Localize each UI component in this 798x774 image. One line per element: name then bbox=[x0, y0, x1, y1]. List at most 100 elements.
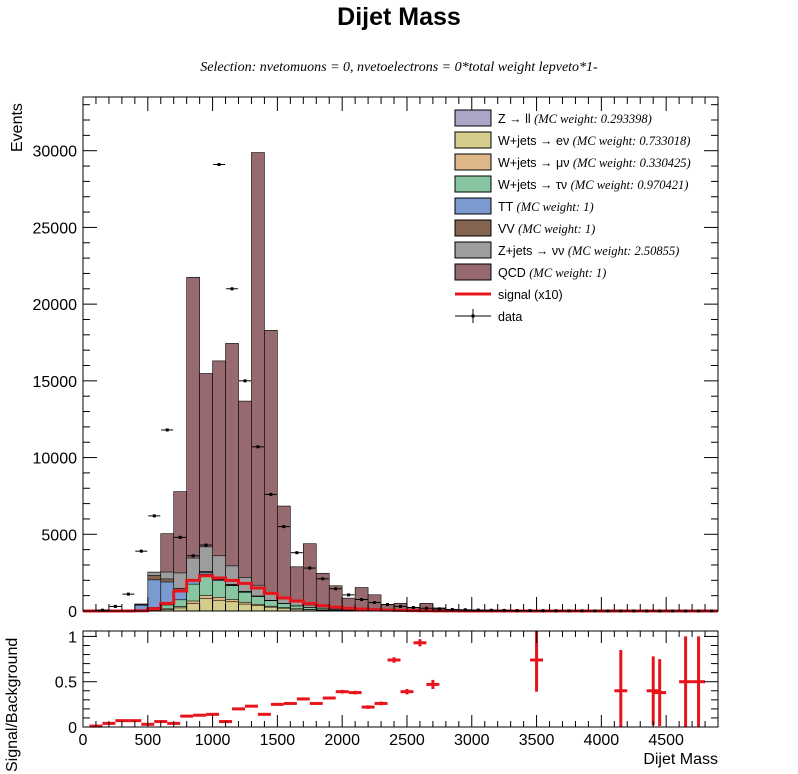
legend-data-label: data bbox=[498, 310, 522, 324]
y-axis-label: Events bbox=[9, 103, 26, 152]
hist-bar-w-jets-e bbox=[238, 603, 252, 612]
data-point bbox=[139, 549, 143, 553]
data-point bbox=[437, 607, 441, 611]
y-tick-label: 25000 bbox=[33, 220, 78, 237]
data-point bbox=[308, 566, 312, 570]
ratio-plot-background bbox=[83, 631, 718, 727]
data-point bbox=[321, 577, 325, 581]
ratio-plot-frame bbox=[82, 630, 719, 728]
x-tick-label: 3000 bbox=[454, 732, 490, 749]
hist-bar-w-jets-e bbox=[251, 605, 265, 612]
data-point bbox=[152, 514, 156, 518]
data-point bbox=[165, 428, 169, 432]
legend-swatch-w-jets-e bbox=[454, 131, 492, 149]
data-point bbox=[243, 379, 247, 383]
data-point bbox=[476, 608, 480, 612]
data-point bbox=[282, 525, 286, 529]
x-tick-label: 4000 bbox=[584, 732, 620, 749]
hist-bar-qcd bbox=[303, 543, 317, 612]
data-point bbox=[191, 554, 195, 558]
ratio-y-tick-label: 1 bbox=[68, 629, 77, 646]
y-tick-label: 5000 bbox=[41, 527, 77, 544]
data-point bbox=[256, 445, 260, 449]
legend-weight: (MC weight: 0.970421) bbox=[571, 178, 689, 192]
hist-bar-w-jets-e bbox=[199, 598, 213, 612]
legend-swatch-w-jets bbox=[454, 175, 492, 193]
x-tick-label: 4500 bbox=[648, 732, 684, 749]
legend-swatch-z-ll bbox=[454, 109, 492, 127]
legend-series-name: W+jets → μν bbox=[498, 156, 573, 170]
hist-bar-tt bbox=[147, 579, 162, 612]
x-tick-label: 2500 bbox=[389, 732, 425, 749]
legend-weight: (MC weight: 1) bbox=[529, 266, 606, 280]
legend-weight: (MC weight: 0.293398) bbox=[534, 112, 652, 126]
data-point bbox=[269, 492, 273, 496]
legend-series-name: W+jets → τν bbox=[498, 178, 571, 192]
data-point bbox=[489, 608, 493, 612]
legend-label: W+jets → μν (MC weight: 0.330425) bbox=[498, 156, 691, 170]
data-point bbox=[450, 607, 454, 611]
y-tick-label: 30000 bbox=[33, 144, 78, 161]
main-plot-area: 0 5000 10000 15000 20000 25000 30000 bbox=[33, 96, 719, 621]
legend-series-name: Z → ll bbox=[498, 112, 534, 126]
legend-weight: (MC weight: 0.733018) bbox=[573, 134, 691, 148]
hist-bar-w-jets-e bbox=[186, 603, 200, 612]
data-point bbox=[373, 601, 377, 605]
legend-label: W+jets → τν (MC weight: 0.970421) bbox=[498, 178, 688, 192]
data-point bbox=[463, 608, 467, 612]
legend-weight: (MC weight: 1) bbox=[518, 222, 595, 236]
legend-label: Z → ll (MC weight: 0.293398) bbox=[498, 112, 652, 126]
hist-bar-w-jets-e bbox=[264, 606, 278, 612]
chart-title: Dijet Mass bbox=[337, 3, 461, 31]
legend-swatch-qcd bbox=[454, 263, 492, 281]
ratio-plot-area: 0 0.5 1 0 500 1000 1500 2000 2500 3000 3500 4000 450… bbox=[55, 629, 719, 749]
data-point bbox=[100, 608, 104, 612]
data-point bbox=[204, 543, 208, 547]
legend-swatch-z-jets bbox=[454, 241, 492, 259]
y-tick-label: 10000 bbox=[33, 451, 78, 468]
hist-bar-w-jets-e bbox=[212, 599, 226, 612]
data-point bbox=[411, 605, 415, 609]
hist-bar-qcd bbox=[277, 505, 291, 612]
legend-label: W+jets → eν (MC weight: 0.733018) bbox=[498, 134, 690, 148]
data-point bbox=[399, 604, 402, 608]
data-point bbox=[347, 593, 351, 597]
data-point bbox=[126, 592, 130, 596]
x-tick-label: 1500 bbox=[260, 732, 296, 749]
legend-series-name: W+jets → eν bbox=[498, 134, 573, 148]
main-plot-frame bbox=[82, 96, 719, 612]
hist-bar-w-jets-e bbox=[225, 601, 239, 612]
legend-series-name: VV bbox=[498, 222, 518, 236]
data-point bbox=[360, 597, 364, 601]
legend-weight: (MC weight: 2.50855) bbox=[568, 244, 679, 258]
x-tick-label: 0 bbox=[79, 732, 88, 749]
legend: Z → ll (MC weight: 0.293398) W+jets → eν … bbox=[454, 109, 691, 324]
x-axis-label: Dijet Mass bbox=[643, 751, 718, 768]
legend-series-name: Z+jets → νν bbox=[498, 244, 568, 258]
data-point bbox=[178, 535, 182, 539]
x-tick-label: 1000 bbox=[195, 732, 231, 749]
hist-bar-qcd bbox=[264, 329, 278, 612]
data-point bbox=[295, 551, 299, 555]
chart-subtitle: Selection: nvetomuons = 0, nvetoelectron… bbox=[200, 60, 598, 75]
legend-series-name: QCD bbox=[498, 266, 529, 280]
legend-swatch-tt bbox=[454, 197, 492, 215]
data-point bbox=[230, 287, 234, 291]
y-tick-label: 15000 bbox=[33, 374, 78, 391]
x-tick-label: 3500 bbox=[519, 732, 555, 749]
x-tick-label: 500 bbox=[134, 732, 161, 749]
legend-series-name: TT bbox=[498, 200, 517, 214]
data-point bbox=[502, 608, 506, 612]
data-point bbox=[386, 603, 390, 607]
ratio-y-tick-label: 0 bbox=[68, 720, 77, 737]
data-point bbox=[113, 604, 117, 608]
x-tick-label: 2000 bbox=[324, 732, 360, 749]
legend-data-marker bbox=[471, 314, 475, 318]
legend-label: QCD (MC weight: 1) bbox=[498, 266, 606, 280]
y-tick-label: 20000 bbox=[33, 297, 78, 314]
legend-label: Z+jets → νν (MC weight: 2.50855) bbox=[498, 244, 679, 258]
data-point bbox=[217, 163, 221, 167]
legend-swatch-vv bbox=[454, 219, 492, 237]
ratio-y-axis-label: Signal/Background bbox=[4, 638, 21, 772]
